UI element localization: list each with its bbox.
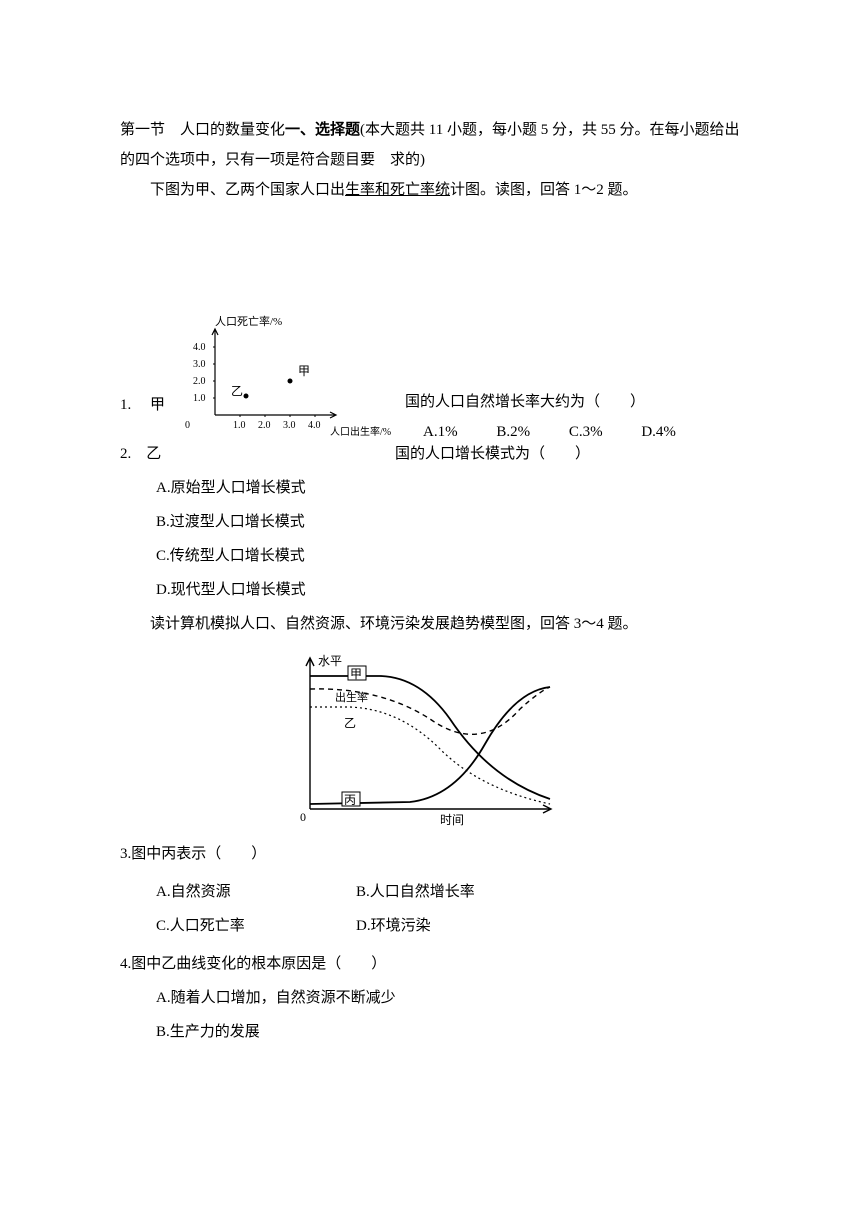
q1-opt-a[interactable]: A.1%: [423, 424, 458, 440]
q4-opt-b[interactable]: B.生产力的发展: [156, 1017, 740, 1047]
svg-text:1.0: 1.0: [193, 393, 206, 404]
label-yi: 乙: [231, 384, 243, 398]
section-header: 第一节 人口的数量变化一、选择题(本大题共 11 小题，每小题 5 分，共 55…: [120, 115, 740, 175]
q2-opt-d[interactable]: D.现代型人口增长模式: [156, 575, 740, 605]
lc-origin: 0: [300, 810, 306, 824]
q3-opt-a[interactable]: A.自然资源: [156, 877, 356, 907]
q2-opt-a[interactable]: A.原始型人口增长模式: [156, 473, 740, 503]
q4-options: A.随着人口增加，自然资源不断减少 B.生产力的发展: [120, 983, 740, 1047]
svg-text:3.0: 3.0: [283, 420, 296, 431]
q2-opt-b[interactable]: B.过渡型人口增长模式: [156, 507, 740, 537]
scatter-chart: 人口死亡率/% 1.0 2.0 3.0 4.0 1.0 2.0 3.0 4.0 …: [185, 315, 405, 451]
scatter-svg: 人口死亡率/% 1.0 2.0 3.0 4.0 1.0 2.0 3.0 4.0 …: [185, 315, 395, 440]
svg-text:2.0: 2.0: [258, 420, 271, 431]
x-axis-label: 人口出生率/%: [330, 425, 391, 438]
svg-text:2.0: 2.0: [193, 376, 206, 387]
q3-text: 3.图中丙表示（ ）: [120, 839, 740, 869]
part-label: 一、选择题: [285, 121, 360, 138]
q2-row: 2. 乙 国的人口增长模式为（ ）: [120, 439, 740, 469]
y-ticks: 1.0 2.0 3.0 4.0: [193, 342, 215, 404]
q2-opt-c[interactable]: C.传统型人口增长模式: [156, 541, 740, 571]
origin-label: 0: [185, 420, 190, 431]
label-jia: 甲: [298, 364, 310, 378]
lead-pre: 下图为甲、乙两个国家人口出: [150, 182, 345, 198]
q1-number: 1.: [120, 205, 150, 420]
svg-text:4.0: 4.0: [193, 342, 206, 353]
lc-label-bing: 丙: [344, 793, 356, 807]
q1-row: 1. 甲 人口死亡率/% 1.0 2.0 3.0 4.0 1.0 2.0 3.0: [120, 205, 740, 451]
svg-text:4.0: 4.0: [308, 420, 321, 431]
point-yi: [244, 394, 249, 399]
lead-q34: 读计算机模拟人口、自然资源、环境污染发展趋势模型图，回答 3～4 题。: [120, 609, 740, 639]
q3-opt-d[interactable]: D.环境污染: [356, 911, 556, 941]
q1-right: 国的人口自然增长率大约为（ ） A.1% B.2% C.3% D.4%: [405, 205, 740, 447]
lead-post: 计图。读图，回答 1～2 题。: [450, 182, 638, 198]
svg-text:3.0: 3.0: [193, 359, 206, 370]
lc-series-bing: [310, 687, 550, 804]
section-title: 第一节 人口的数量变化: [120, 122, 285, 138]
q1-opt-b[interactable]: B.2%: [496, 424, 530, 440]
q4-text: 4.图中乙曲线变化的根本原因是（ ）: [120, 949, 740, 979]
lc-y-label: 水平: [318, 654, 342, 668]
lc-x-label: 时间: [440, 813, 464, 827]
lead-q12: 下图为甲、乙两个国家人口出生率和死亡率统计图。读图，回答 1～2 题。: [120, 175, 740, 205]
q1-stem: 国的人口自然增长率大约为（ ）: [405, 387, 740, 417]
q3-opt-b[interactable]: B.人口自然增长率: [356, 877, 556, 907]
svg-text:1.0: 1.0: [233, 420, 246, 431]
lc-label-birth: 出生率: [335, 690, 368, 704]
point-jia: [288, 379, 293, 384]
q1-opt-d[interactable]: D.4%: [641, 424, 676, 440]
line-chart: 水平 时间 0 甲 出生率 乙 丙: [290, 649, 570, 829]
q2-options: A.原始型人口增长模式 B.过渡型人口增长模式 C.传统型人口增长模式 D.现代…: [120, 473, 740, 605]
lead-underlined: 生率和死亡率统: [345, 182, 450, 198]
q2-stem: 国的人口增长模式为（ ）: [395, 439, 740, 469]
q3-options: A.自然资源 C.人口死亡率 B.人口自然增长率 D.环境污染: [120, 869, 740, 949]
q1-opt-c[interactable]: C.3%: [569, 424, 603, 440]
q3-opt-c[interactable]: C.人口死亡率: [156, 911, 356, 941]
y-axis-label: 人口死亡率/%: [215, 315, 282, 328]
x-ticks: 1.0 2.0 3.0 4.0: [233, 415, 321, 431]
q4-opt-a[interactable]: A.随着人口增加，自然资源不断减少: [156, 983, 740, 1013]
q1-left: 甲: [150, 205, 185, 420]
lc-label-jia: 甲: [350, 667, 362, 681]
q2-number: 2. 乙: [120, 439, 395, 469]
lc-label-yi: 乙: [344, 716, 356, 730]
